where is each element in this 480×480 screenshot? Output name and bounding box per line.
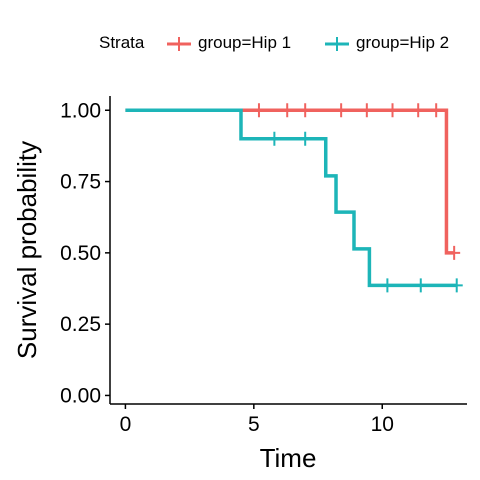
- legend: Strata group=Hip 1 group=Hip 2: [0, 30, 480, 58]
- legend-label-hip1: group=Hip 1: [198, 33, 292, 52]
- censor-mark-hip2: [450, 278, 463, 293]
- legend-key-hip1-icon: [167, 37, 191, 51]
- y-tick-label: 1.00: [60, 99, 101, 122]
- legend-key-hip2-icon: [325, 37, 349, 51]
- plot-area: [125, 103, 463, 293]
- censor-mark-hip1: [386, 103, 399, 118]
- censor-mark-hip1: [412, 103, 425, 118]
- censor-mark-hip1: [360, 103, 373, 118]
- x-axis-title: Time: [260, 443, 317, 473]
- censor-mark-hip1: [430, 103, 443, 118]
- censor-mark-hip1: [299, 103, 312, 118]
- x-tick-label: 5: [248, 413, 260, 436]
- censor-mark-hip2: [414, 278, 427, 293]
- series-line-hip2: [125, 108, 457, 288]
- censor-mark-hip2: [381, 278, 394, 293]
- x-tick-label: 0: [120, 413, 132, 436]
- censor-mark-hip2: [268, 131, 281, 146]
- y-tick-label: 0.25: [60, 313, 101, 336]
- y-tick-label: 0.75: [60, 171, 101, 194]
- y-tick-label: 0.00: [60, 384, 101, 407]
- legend-title: Strata: [99, 33, 145, 52]
- legend-label-hip2: group=Hip 2: [356, 33, 450, 52]
- x-tick-label: 10: [371, 413, 394, 436]
- censor-mark-hip1: [252, 103, 265, 118]
- censor-mark-hip1: [448, 245, 461, 260]
- censor-mark-hip2: [299, 131, 312, 146]
- y-axis-title: Survival probability: [12, 141, 42, 359]
- axes: 0.00 0.25 0.50 0.75 1.00 0 5 10: [60, 96, 467, 436]
- series-line-hip1: [125, 108, 455, 255]
- censor-mark-hip1: [335, 103, 348, 118]
- censor-mark-hip1: [281, 103, 294, 118]
- y-tick-label: 0.50: [60, 242, 101, 265]
